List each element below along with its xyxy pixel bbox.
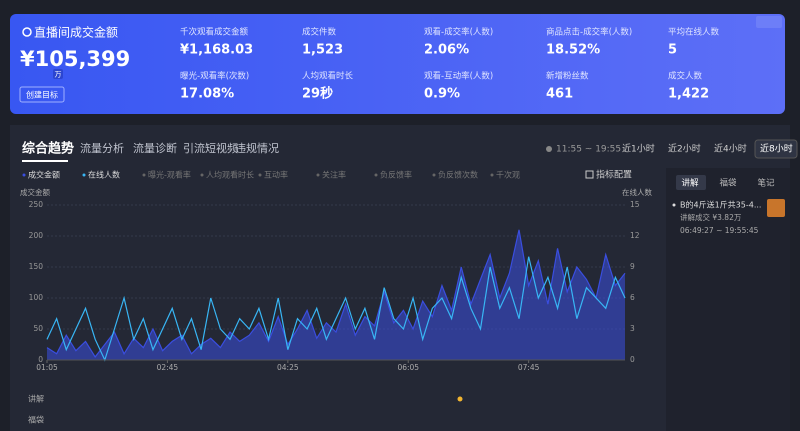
clock-icon bbox=[546, 146, 552, 152]
config-icon bbox=[585, 170, 594, 179]
series-line bbox=[46, 229, 626, 358]
metric-value: 17.08% bbox=[180, 87, 234, 102]
series-line bbox=[46, 256, 626, 362]
legend-dot bbox=[82, 173, 86, 177]
metric-value: 1,523 bbox=[302, 43, 343, 58]
legend-label[interactable]: 曝光-观看率 bbox=[148, 170, 191, 180]
legend-dot bbox=[258, 173, 262, 177]
legend-label[interactable]: 在线人数 bbox=[88, 170, 120, 180]
legend-label[interactable]: 互动率 bbox=[264, 170, 288, 180]
product-thumbnail bbox=[767, 199, 785, 217]
legend-label[interactable]: 人均观看时长 bbox=[206, 170, 254, 180]
side-tab[interactable]: 讲解 bbox=[681, 178, 699, 189]
metric-value: 461 bbox=[546, 87, 573, 102]
metric-label: 观看-成交率(人数) bbox=[424, 27, 493, 38]
y-tick-label: 50 bbox=[33, 324, 43, 333]
legend-label[interactable]: 成交金额 bbox=[28, 170, 60, 180]
metric-label: 成交人数 bbox=[668, 71, 703, 82]
y2-tick-label: 9 bbox=[630, 262, 635, 271]
main-panel bbox=[10, 125, 790, 431]
y2-tick-label: 0 bbox=[630, 355, 635, 364]
range-button[interactable]: 近2小时 bbox=[668, 143, 701, 155]
metric-label: 人均观看时长 bbox=[302, 71, 354, 82]
y2-tick-label: 6 bbox=[630, 293, 635, 302]
legend-dot bbox=[22, 173, 26, 177]
metric-value: 2.06% bbox=[424, 43, 469, 58]
track-label: 福袋 bbox=[28, 415, 44, 425]
legend-label[interactable]: 负反馈次数 bbox=[438, 170, 478, 180]
create-goal-button[interactable] bbox=[19, 86, 65, 103]
y2-tick-label: 12 bbox=[630, 231, 640, 240]
event-dot[interactable] bbox=[457, 396, 463, 402]
item-time: 06:49:27 ~ 19:55:45 bbox=[680, 226, 759, 235]
title-icon bbox=[22, 27, 32, 37]
x-tick-label: 01:05 bbox=[36, 363, 58, 372]
item-title[interactable]: B的4斤送1斤共35-4... bbox=[680, 200, 761, 210]
tab[interactable]: 违规情况 bbox=[235, 141, 279, 155]
metric-label: 平均在线人数 bbox=[668, 27, 720, 38]
metric-label: 成交件数 bbox=[302, 27, 337, 38]
legend-dot bbox=[490, 173, 494, 177]
banner-title: 直播间成交金额 bbox=[34, 25, 118, 40]
legend-dot bbox=[200, 173, 204, 177]
total-amount: ¥105,399 bbox=[20, 47, 130, 71]
range-button-selected[interactable] bbox=[754, 139, 798, 159]
y-tick-label: 100 bbox=[29, 293, 44, 302]
x-tick-label: 07:45 bbox=[518, 363, 540, 372]
metric-label: 观看-互动率(人数) bbox=[424, 71, 493, 82]
x-tick-label: 06:05 bbox=[397, 363, 419, 372]
metric-label: 新增粉丝数 bbox=[546, 71, 589, 82]
metric-value: 18.52% bbox=[546, 43, 600, 58]
y-tick-label: 150 bbox=[29, 262, 44, 271]
side-tab-selected[interactable] bbox=[676, 175, 706, 190]
y-tick-label: 200 bbox=[29, 231, 44, 240]
y-axis-title: 成交金额 bbox=[20, 187, 50, 197]
metric-config[interactable]: 指标配置 bbox=[596, 169, 632, 181]
create-goal-label[interactable]: 创建目标 bbox=[26, 90, 58, 100]
tab[interactable]: 流量诊断 bbox=[133, 141, 177, 155]
metric-value: 5 bbox=[668, 43, 677, 58]
legend-dot bbox=[432, 173, 436, 177]
x-tick-label: 04:25 bbox=[277, 363, 299, 372]
range-button[interactable]: 近8小时 bbox=[760, 143, 793, 155]
track-label: 讲解 bbox=[28, 394, 44, 404]
range-button[interactable]: 近1小时 bbox=[622, 143, 655, 155]
metric-value: 1,422 bbox=[668, 87, 709, 102]
side-tab[interactable]: 笔记 bbox=[757, 178, 775, 189]
unit: 万 bbox=[55, 71, 62, 79]
item-stat: 讲解成交 ¥3.82万 bbox=[680, 212, 742, 222]
legend-dot bbox=[142, 173, 146, 177]
metric-label: 商品点击-成交率(人数) bbox=[546, 27, 632, 38]
legend-label[interactable]: 千次观 bbox=[496, 170, 520, 180]
metric-label: 曝光-观看率(次数) bbox=[180, 71, 249, 82]
item-bullet bbox=[672, 203, 676, 207]
y-tick-label: 0 bbox=[38, 355, 43, 364]
legend-label[interactable]: 关注率 bbox=[322, 170, 346, 180]
side-tab[interactable]: 福袋 bbox=[719, 178, 737, 189]
y2-axis-title: 在线人数 bbox=[622, 187, 652, 197]
y2-tick-label: 3 bbox=[630, 324, 635, 333]
tab[interactable]: 综合趋势 bbox=[22, 141, 74, 157]
range-button[interactable]: 近4小时 bbox=[714, 143, 747, 155]
legend-dot bbox=[316, 173, 320, 177]
legend-label[interactable]: 负反馈率 bbox=[380, 170, 412, 180]
metric-value: 0.9% bbox=[424, 87, 460, 102]
tab[interactable]: 流量分析 bbox=[80, 141, 124, 155]
legend-dot bbox=[374, 173, 378, 177]
unit-badge bbox=[53, 69, 63, 79]
metric-value: 29秒 bbox=[302, 86, 333, 102]
metric-value: ¥1,168.03 bbox=[180, 43, 253, 58]
y2-tick-label: 15 bbox=[630, 200, 640, 209]
tab[interactable]: 引流短视频 bbox=[183, 141, 238, 155]
time-range: 11:55 ~ 19:55 bbox=[556, 145, 621, 155]
y-tick-label: 250 bbox=[29, 200, 44, 209]
x-tick-label: 02:45 bbox=[157, 363, 179, 372]
metric-label: 千次观看成交金额 bbox=[180, 27, 249, 38]
summary-banner bbox=[10, 14, 785, 114]
settings-icon[interactable] bbox=[756, 16, 782, 28]
